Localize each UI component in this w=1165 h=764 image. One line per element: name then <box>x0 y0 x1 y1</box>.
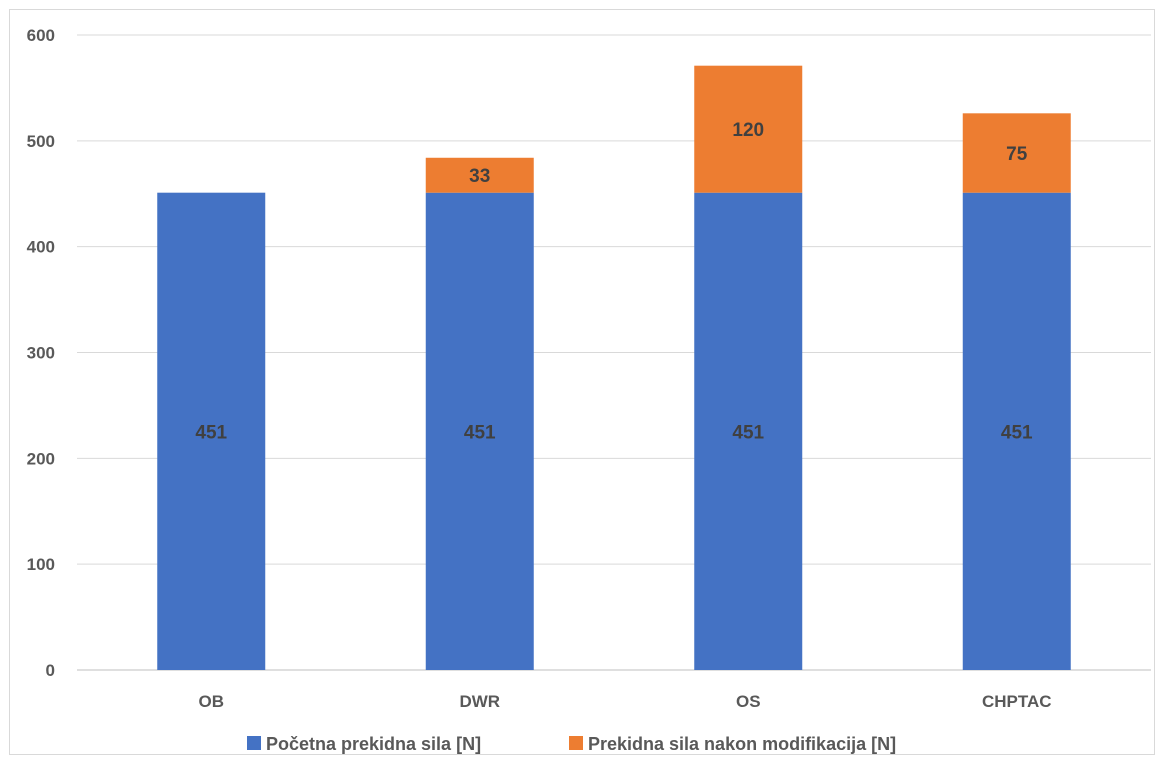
y-tick-label: 100 <box>27 555 55 574</box>
data-label: 451 <box>464 422 496 443</box>
y-tick-label: 400 <box>27 238 55 257</box>
x-tick-label: OB <box>199 692 225 711</box>
y-tick-label: 300 <box>27 344 55 363</box>
data-label: 451 <box>195 422 227 443</box>
x-tick-label: DWR <box>459 692 500 711</box>
legend-label-series-1: Početna prekidna sila [N] <box>266 734 481 754</box>
legend-label-series-2: Prekidna sila nakon modifikacija [N] <box>588 734 896 754</box>
data-label: 451 <box>732 422 764 443</box>
x-tick-label: CHPTAC <box>982 692 1052 711</box>
legend-swatch-series-1 <box>247 736 261 750</box>
data-label: 451 <box>1001 422 1033 443</box>
data-label: 120 <box>732 120 764 141</box>
legend-swatch-series-2 <box>569 736 583 750</box>
y-tick-label: 600 <box>27 26 55 45</box>
y-tick-label: 0 <box>46 661 55 680</box>
data-label: 33 <box>469 166 490 187</box>
data-label: 75 <box>1006 144 1028 165</box>
x-tick-label: OS <box>736 692 761 711</box>
y-tick-label: 200 <box>27 449 55 468</box>
y-tick-label: 500 <box>27 132 55 151</box>
